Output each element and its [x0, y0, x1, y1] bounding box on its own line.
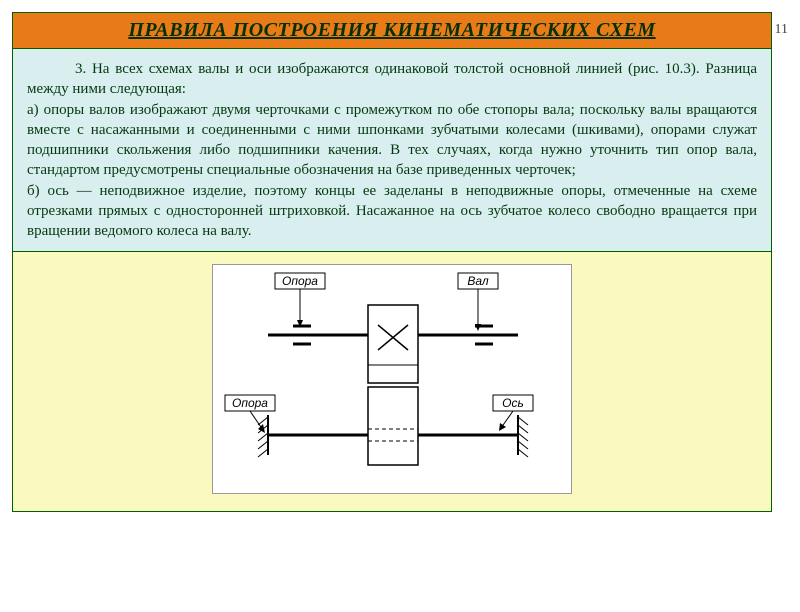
page-number: 11	[775, 22, 788, 38]
diagram-cell: Опора Вал Опора Ось	[13, 252, 772, 512]
label-bottom-right: Ось	[502, 396, 524, 410]
kinematic-diagram: Опора Вал Опора Ось	[212, 264, 572, 494]
label-top-right: Вал	[467, 274, 489, 288]
page-title: ПРАВИЛА ПОСТРОЕНИЯ КИНЕМАТИЧЕСКИХ СХЕМ	[21, 19, 763, 42]
para-lead: 3. На всех схемах валы и оси изображаютс…	[27, 59, 757, 100]
content-table: ПРАВИЛА ПОСТРОЕНИЯ КИНЕМАТИЧЕСКИХ СХЕМ 3…	[12, 12, 772, 512]
body-text-cell: 3. На всех схемах валы и оси изображаютс…	[13, 49, 772, 252]
label-top-left: Опора	[282, 274, 318, 288]
header-cell: ПРАВИЛА ПОСТРОЕНИЯ КИНЕМАТИЧЕСКИХ СХЕМ	[13, 13, 772, 49]
label-bottom-left: Опора	[232, 396, 268, 410]
para-b: б) ось — неподвижное изделие, поэтому ко…	[27, 183, 757, 240]
para-a: а) опоры валов изображают двумя черточка…	[27, 102, 757, 179]
